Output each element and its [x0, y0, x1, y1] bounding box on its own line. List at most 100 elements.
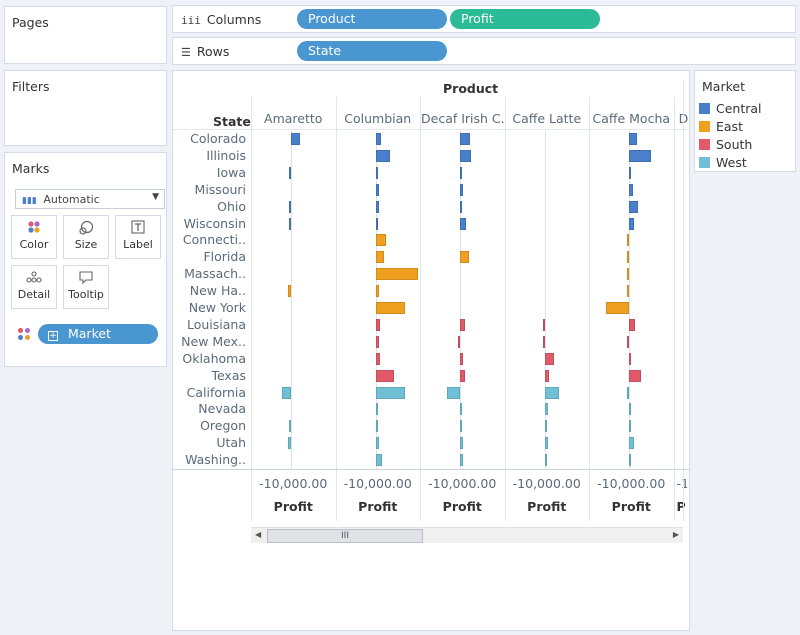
state-label[interactable]: California	[186, 384, 246, 400]
bar[interactable]	[629, 403, 631, 416]
bar[interactable]	[375, 149, 390, 162]
bar[interactable]	[460, 200, 463, 213]
bar[interactable]	[460, 437, 463, 450]
state-label[interactable]: New Mex..	[181, 333, 246, 349]
bar[interactable]	[375, 335, 380, 348]
bar[interactable]	[460, 166, 462, 179]
bar[interactable]	[289, 166, 291, 179]
bar[interactable]	[544, 352, 554, 365]
bar[interactable]	[375, 420, 378, 433]
bar[interactable]	[627, 234, 629, 247]
bar[interactable]	[375, 200, 379, 213]
bar[interactable]	[375, 386, 405, 399]
bar[interactable]	[460, 217, 467, 230]
state-label[interactable]: Iowa	[216, 164, 246, 180]
bar[interactable]	[629, 420, 631, 433]
bar[interactable]	[627, 268, 629, 281]
bar[interactable]	[544, 454, 548, 467]
state-label[interactable]: Massach..	[184, 266, 246, 282]
state-label[interactable]: Ohio	[217, 198, 246, 214]
bar[interactable]	[375, 285, 379, 298]
bar[interactable]	[375, 302, 405, 314]
bar[interactable]	[629, 166, 631, 179]
scroll-right-icon[interactable]: ▶	[672, 530, 679, 539]
bar[interactable]	[629, 133, 637, 145]
bar[interactable]	[629, 454, 631, 467]
bar[interactable]	[375, 437, 379, 450]
bar[interactable]	[629, 369, 641, 382]
state-label[interactable]: Illinois	[206, 147, 246, 163]
rows-shelf[interactable]: ☰ Rows State	[172, 37, 796, 65]
state-label[interactable]: Oregon	[200, 418, 246, 434]
legend-item-south[interactable]: South	[699, 137, 752, 152]
bar[interactable]	[460, 251, 470, 264]
scroll-left-icon[interactable]: ◀	[255, 530, 262, 539]
bar[interactable]	[289, 420, 291, 433]
bar[interactable]	[629, 200, 639, 213]
bar[interactable]	[460, 454, 463, 467]
bar[interactable]	[287, 285, 291, 298]
bar[interactable]	[460, 318, 465, 331]
bar[interactable]	[375, 251, 384, 264]
state-label[interactable]: Nevada	[198, 401, 246, 417]
bar[interactable]	[544, 437, 548, 450]
bar[interactable]	[460, 369, 466, 382]
bar[interactable]	[375, 217, 379, 230]
bar[interactable]	[460, 133, 470, 145]
size-button[interactable]: Size	[63, 215, 109, 259]
pages-panel[interactable]: Pages	[4, 6, 167, 64]
mark-type-dropdown[interactable]: ▮▮▮ Automatic ▼	[15, 189, 165, 209]
columns-shelf[interactable]: iii Columns Product Profit	[172, 5, 796, 33]
state-label[interactable]: New Ha..	[189, 283, 246, 299]
legend-item-east[interactable]: East	[699, 119, 743, 134]
state-label[interactable]: Connecti..	[182, 232, 246, 248]
column-header[interactable]: Caffe Latte	[512, 111, 582, 126]
legend-item-west[interactable]: West	[699, 155, 747, 170]
bar[interactable]	[627, 251, 629, 264]
state-label[interactable]: Oklahoma	[182, 350, 246, 366]
bar[interactable]	[447, 386, 460, 399]
bar[interactable]	[375, 403, 378, 416]
bar[interactable]	[460, 420, 462, 433]
state-pill[interactable]: State	[297, 41, 447, 61]
bar[interactable]	[287, 437, 291, 450]
column-header[interactable]: Caffe Mocha	[592, 111, 671, 126]
bar[interactable]	[544, 369, 550, 382]
detail-button[interactable]: Detail	[11, 265, 57, 309]
tooltip-button[interactable]: Tooltip	[63, 265, 109, 309]
color-button[interactable]: Color	[11, 215, 57, 259]
market-color-pill[interactable]: + Market	[38, 324, 158, 344]
bar[interactable]	[544, 420, 547, 433]
state-label[interactable]: Colorado	[190, 131, 246, 146]
column-header[interactable]: Amaretto	[264, 111, 323, 126]
bar[interactable]	[544, 403, 548, 416]
bar[interactable]	[375, 318, 380, 331]
bar[interactable]	[460, 352, 463, 365]
bar[interactable]	[460, 149, 471, 162]
bar[interactable]	[282, 386, 291, 399]
scroll-thumb[interactable]: III	[267, 529, 423, 543]
product-pill[interactable]: Product	[297, 9, 447, 29]
bar[interactable]	[629, 437, 635, 450]
bar[interactable]	[375, 183, 380, 196]
horizontal-scrollbar[interactable]: ◀ III ▶	[251, 527, 683, 543]
bar[interactable]	[627, 285, 629, 298]
state-label[interactable]: Texas	[211, 367, 246, 383]
state-label[interactable]: Wisconsin	[183, 215, 246, 231]
state-label[interactable]: Utah	[216, 435, 246, 451]
state-label[interactable]: New York	[188, 300, 246, 315]
bar[interactable]	[289, 217, 291, 230]
bar[interactable]	[457, 335, 460, 348]
profit-pill[interactable]: Profit	[450, 9, 600, 29]
bar[interactable]	[627, 386, 629, 399]
bar[interactable]	[629, 318, 635, 331]
state-label[interactable]: Washing..	[185, 452, 246, 468]
column-header[interactable]: Columbian	[344, 111, 412, 126]
filters-panel[interactable]: Filters	[4, 70, 167, 146]
bar[interactable]	[291, 133, 301, 145]
bar[interactable]	[375, 133, 382, 145]
bar[interactable]	[375, 166, 378, 179]
column-header[interactable]: Decaf Irish C..	[421, 111, 504, 126]
bar[interactable]	[375, 454, 382, 467]
state-label[interactable]: Louisiana	[186, 316, 246, 332]
